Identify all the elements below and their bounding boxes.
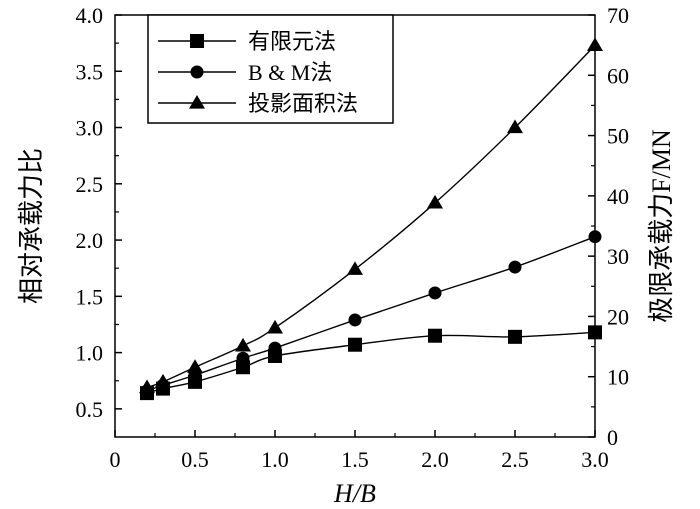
- data-point: [588, 325, 602, 340]
- y-right-tick-label: 40: [607, 184, 629, 209]
- data-point: [268, 341, 282, 355]
- series-layer: [139, 37, 603, 401]
- y-right-tick-label: 20: [607, 304, 629, 329]
- data-point: [236, 360, 250, 375]
- data-point: [348, 337, 362, 352]
- data-point: [428, 328, 442, 343]
- data-point: [155, 373, 171, 388]
- legend-label: 有限元法: [248, 29, 336, 54]
- x-tick-label: 2.5: [501, 447, 529, 472]
- y-left-tick-label: 4.0: [76, 3, 104, 28]
- y-right-tick-label: 70: [607, 3, 629, 28]
- legend-marker: [190, 34, 204, 48]
- data-point: [235, 337, 251, 352]
- y-left-tick-label: 2.0: [76, 228, 104, 253]
- y-axis-label-left: 相对承载力比: [17, 148, 46, 304]
- series-line: [146, 236, 596, 392]
- data-point: [427, 194, 443, 209]
- series-triangle: [139, 37, 603, 394]
- y-right-tick-label: 0: [607, 425, 618, 450]
- legend-label: 投影面积法: [248, 91, 358, 116]
- series-circle: [140, 230, 602, 398]
- legend-marker: [189, 95, 205, 109]
- data-point: [347, 261, 363, 275]
- y-left-tick-label: 3.0: [76, 116, 104, 141]
- data-point: [187, 359, 203, 373]
- y-right-tick-label: 50: [607, 124, 629, 149]
- data-point: [348, 313, 362, 327]
- y-axis-label-right: 极限承载力F/MN: [647, 129, 676, 323]
- data-point: [267, 319, 283, 334]
- x-tick-label: 1.0: [261, 447, 289, 472]
- series-square: [140, 325, 602, 401]
- y-right-tick-label: 60: [607, 63, 629, 88]
- axes: 0 0.5 1.0 1.5 2.0 2.5 3.00.51.01.52.02.53.03.5…: [76, 3, 630, 472]
- legend-entry: B & M法: [158, 60, 332, 85]
- data-point: [507, 119, 523, 134]
- y-left-tick-label: 2.5: [76, 172, 104, 197]
- x-tick-label: 2.0: [421, 447, 449, 472]
- y-left-tick-label: 1.0: [76, 341, 104, 366]
- series-line: [146, 331, 596, 394]
- series-line: [146, 44, 596, 389]
- x-tick-label: 1.5: [341, 447, 369, 472]
- x-tick-label: 3.0: [581, 447, 609, 472]
- legend-label: B & M法: [248, 60, 332, 85]
- legend-box: [147, 14, 394, 124]
- data-point: [587, 37, 603, 51]
- y-left-tick-label: 1.5: [76, 284, 104, 309]
- x-tick-label: 0: [110, 447, 121, 472]
- y-right-tick-label: 30: [607, 244, 629, 269]
- legend-marker: [190, 65, 204, 79]
- data-point: [236, 351, 250, 365]
- x-axis-label: H/B: [333, 479, 376, 508]
- data-point: [428, 286, 442, 300]
- legend-entry: 投影面积法: [158, 91, 358, 116]
- data-point: [139, 379, 155, 394]
- y-left-tick-label: 0.5: [76, 397, 104, 422]
- data-point: [588, 230, 602, 244]
- y-right-tick-label: 10: [607, 365, 629, 390]
- data-point: [508, 260, 522, 274]
- y-left-tick-label: 3.5: [76, 59, 104, 84]
- legend-entry: 有限元法: [158, 29, 336, 54]
- data-point: [508, 329, 522, 344]
- x-tick-label: 0.5: [181, 447, 209, 472]
